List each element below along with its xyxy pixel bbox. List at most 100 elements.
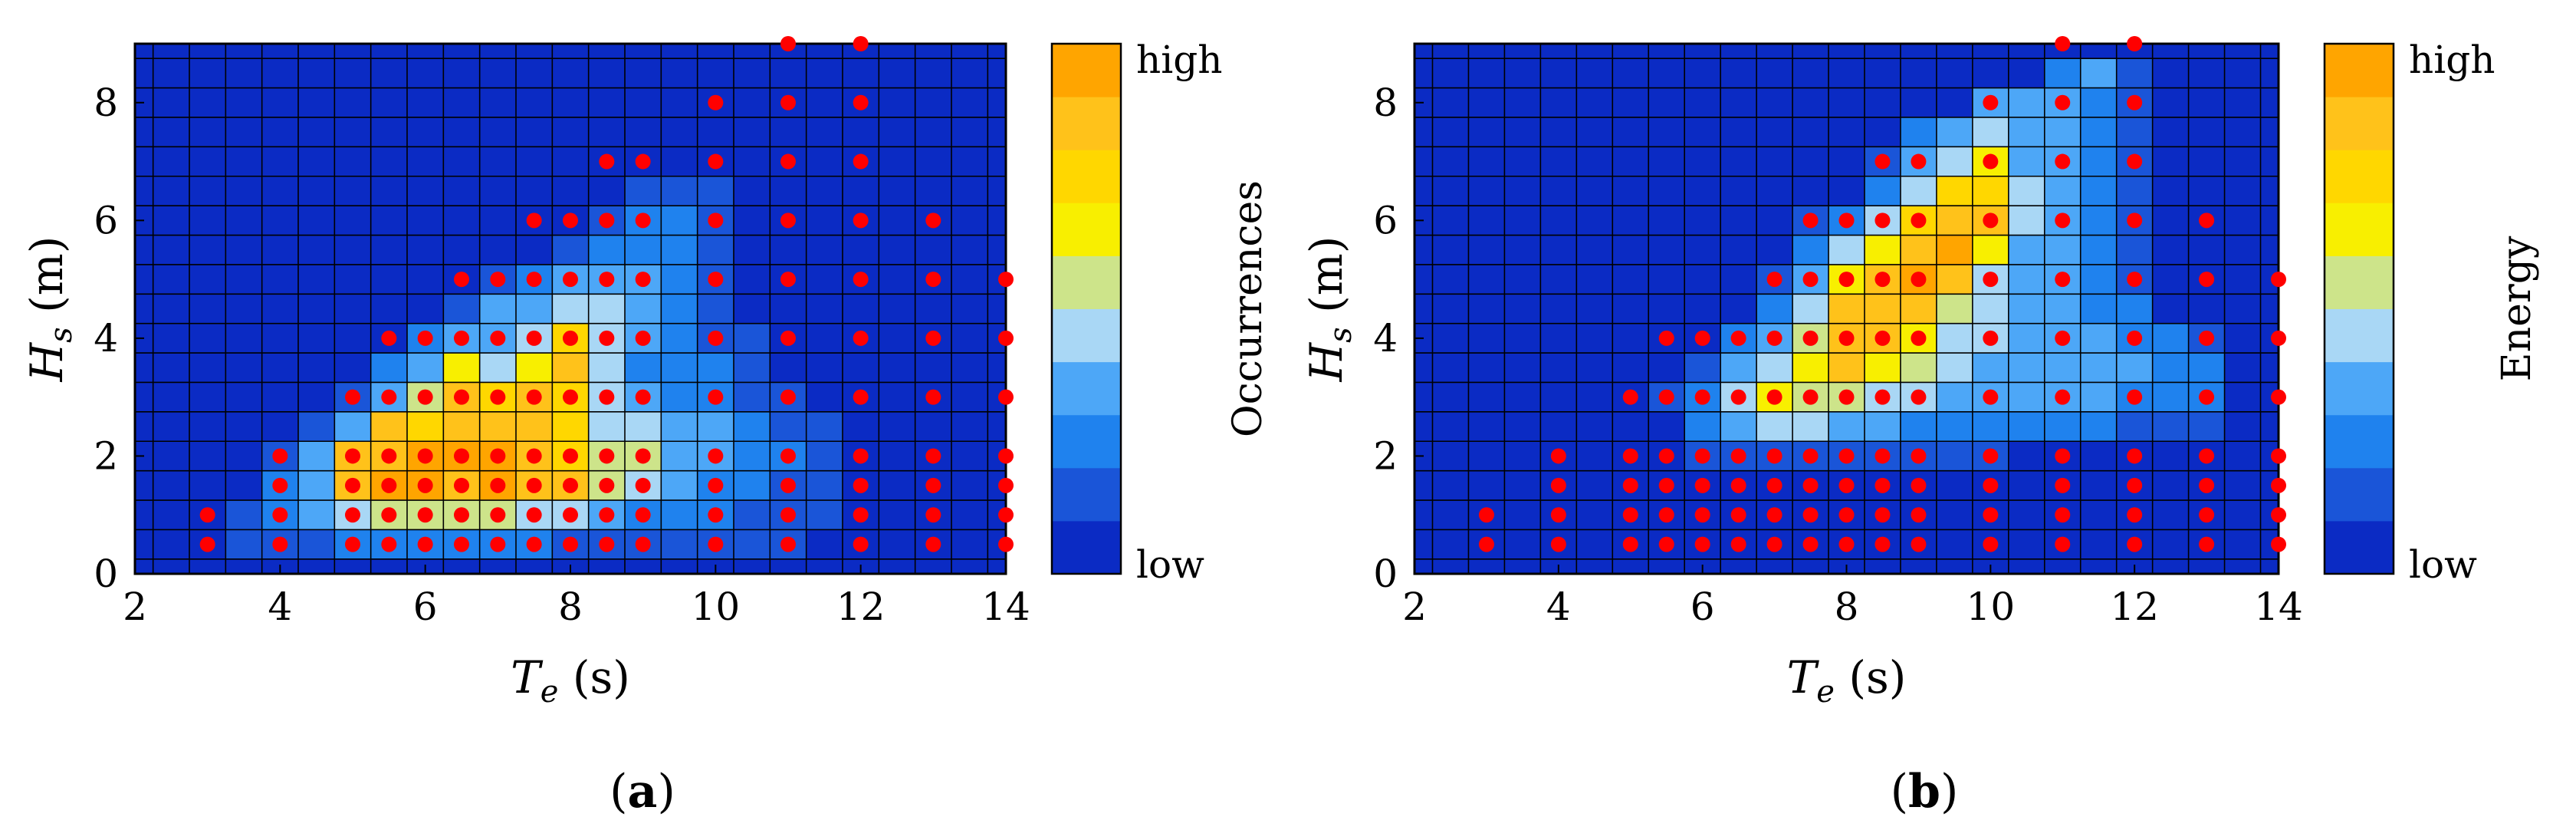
colorbar-segment (1052, 308, 1121, 363)
heatmap-cell (1972, 235, 2009, 265)
heatmap-cell (806, 441, 843, 471)
heatmap-cell (2008, 87, 2045, 117)
data-point (853, 153, 869, 170)
y-tick-label: 8 (1373, 81, 1398, 125)
heatmap-cell (625, 294, 662, 324)
heatmap-cell (661, 264, 698, 295)
data-point (1694, 330, 1710, 346)
data-point (2055, 94, 2071, 110)
data-point (925, 212, 941, 229)
colorbar-segment (1052, 97, 1121, 150)
x-axis-label: Te (s) (511, 651, 630, 710)
heatmap-cell (2080, 87, 2117, 117)
data-point (417, 507, 433, 523)
heatmap-cell (479, 353, 516, 383)
heatmap-cell (2008, 411, 2045, 442)
y-tick-label: 2 (1373, 433, 1398, 478)
heatmap-cell (334, 411, 371, 442)
data-point (490, 389, 506, 405)
data-point (454, 507, 469, 523)
colorbar-high-label: high (2409, 38, 2495, 82)
heatmap-cell (588, 353, 625, 383)
data-point (1802, 536, 1819, 552)
heatmap-cell (298, 470, 335, 501)
data-point (417, 330, 433, 346)
data-point (272, 477, 288, 493)
heatmap-cell (407, 353, 444, 383)
data-point (490, 536, 506, 552)
colorbar-title: Occurrences (1225, 180, 1271, 437)
data-point (2271, 536, 2286, 552)
data-point (1658, 507, 1674, 523)
data-point (1983, 477, 1999, 493)
data-point (2199, 477, 2215, 493)
data-point (345, 389, 360, 405)
heatmap-cell (697, 411, 734, 442)
colorbar-segment (2325, 255, 2394, 309)
data-point (780, 536, 796, 552)
data-point (345, 477, 360, 493)
heatmap-cell (1936, 382, 1973, 412)
y-tick-label: 4 (94, 316, 118, 361)
data-point (1766, 448, 1783, 464)
heatmap-cell (2008, 353, 2045, 383)
heatmap-cell (734, 441, 770, 471)
data-point (526, 212, 542, 229)
colorbar-segment (1052, 255, 1121, 309)
data-point (2199, 536, 2215, 552)
data-point (417, 448, 433, 464)
x-tick-label: 12 (2110, 585, 2159, 629)
heatmap-cell (697, 353, 734, 383)
data-point (1838, 477, 1855, 493)
data-point (853, 536, 869, 552)
data-point (780, 330, 796, 346)
heatmap-cell (225, 500, 262, 530)
data-point (708, 389, 724, 405)
heatmap-cell (1936, 264, 1973, 295)
heatmap-cell (1900, 235, 1937, 265)
y-tick-label: 0 (94, 552, 118, 596)
data-point (1658, 536, 1674, 552)
data-point (1730, 477, 1746, 493)
data-point (1766, 507, 1783, 523)
heatmap-cell (2116, 235, 2153, 265)
colorbar-segment (1052, 150, 1121, 203)
data-point (1802, 448, 1819, 464)
heatmap-cell (2080, 117, 2117, 147)
heatmap-cell (1972, 294, 2009, 324)
heatmap-cell (1829, 235, 1865, 265)
data-point (635, 389, 651, 405)
heatmap-cell (2080, 264, 2117, 295)
data-point (345, 448, 360, 464)
heatmap-cell (1829, 411, 1865, 442)
heatmap-cell (2080, 323, 2117, 354)
data-point (563, 330, 578, 346)
x-tick-label: 10 (692, 585, 741, 629)
data-point (599, 330, 615, 346)
data-point (780, 212, 796, 229)
data-point (2055, 507, 2071, 523)
data-point (563, 477, 578, 493)
data-point (1802, 212, 1819, 229)
data-point (1622, 389, 1638, 405)
data-point (708, 330, 724, 346)
data-point (1766, 536, 1783, 552)
heatmap-cell (625, 176, 662, 206)
data-point (853, 94, 869, 110)
heatmap-cell (2008, 323, 2045, 354)
data-point (345, 507, 360, 523)
heatmap-cell (1900, 294, 1937, 324)
heatmap-cell (2152, 353, 2189, 383)
data-point (998, 389, 1014, 405)
data-point (526, 272, 542, 288)
data-point (2127, 330, 2143, 346)
y-tick-label: 2 (94, 433, 118, 478)
data-point (708, 94, 724, 110)
heatmap-cell (298, 441, 335, 471)
heatmap-cell (1829, 353, 1865, 383)
data-point (2127, 36, 2143, 51)
data-point (490, 448, 506, 464)
y-axis-label: Hs (m) (21, 236, 79, 383)
heatmap-cell (479, 294, 516, 324)
heatmap-cell (1936, 294, 1973, 324)
